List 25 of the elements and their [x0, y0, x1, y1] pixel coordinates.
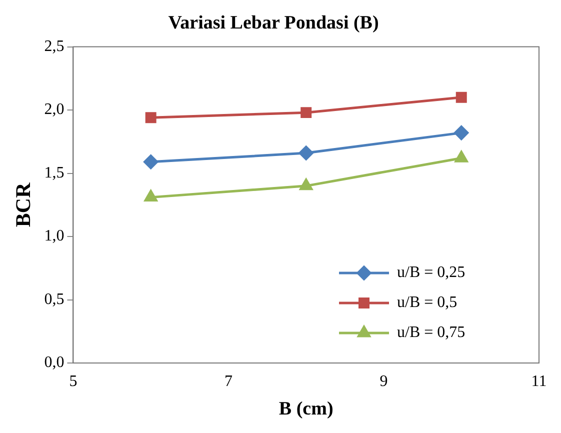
x-axis-title: B (cm) [278, 398, 334, 420]
legend-label: u/B = 0,25 [397, 264, 466, 282]
point [456, 92, 467, 103]
point [144, 190, 158, 202]
y-tick-label: 2,0 [44, 101, 64, 118]
y-axis-title: BCR [11, 182, 36, 228]
legend-label: u/B = 0,5 [397, 294, 458, 312]
y-tick-label: 0,0 [44, 354, 64, 372]
y-tick-label: 0,5 [44, 290, 64, 308]
chart-title: Variasi Lebar Pondasi (B) [168, 12, 379, 34]
legend-label: u/B = 0,75 [397, 324, 466, 342]
x-tick-label: 5 [69, 372, 78, 390]
point [144, 154, 158, 170]
point [300, 178, 313, 190]
x-tick-label: 9 [380, 372, 388, 390]
point [300, 107, 312, 118]
point [454, 150, 468, 162]
x-tick-label: 7 [224, 372, 232, 390]
x-tick-label: 11 [531, 372, 547, 390]
y-tick-label: 1,0 [44, 228, 64, 245]
y-tick-label: 2,5 [44, 38, 64, 56]
point [298, 146, 314, 160]
point [454, 126, 469, 140]
y-tick-label: 1,5 [44, 164, 64, 182]
point [145, 112, 156, 124]
